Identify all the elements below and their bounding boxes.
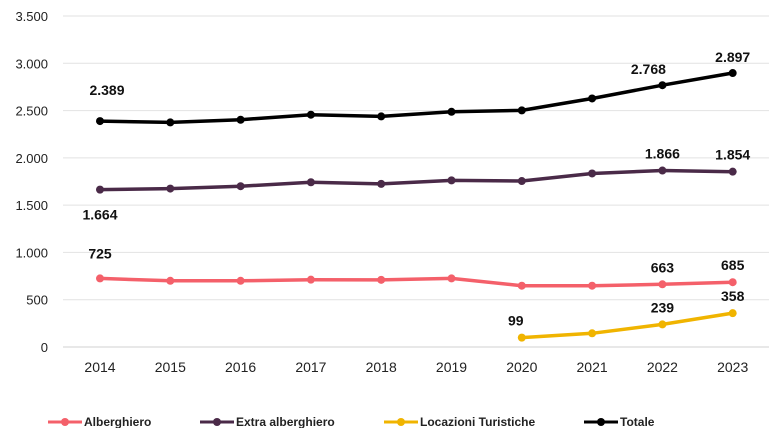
data-point-totale [658,81,667,90]
data-label-totale: 2.389 [89,82,124,98]
data-label-extra-alberghiero: 1.866 [645,146,680,162]
series-line-extra-alberghiero [98,168,735,192]
data-point-extra-alberghiero [96,185,104,194]
y-tick-label: 3.500 [15,9,48,24]
series-line-locazioni-turistiche [520,311,735,340]
x-tick-label: 2016 [225,359,256,375]
data-point-totale [588,94,597,103]
series-lines [96,69,737,342]
data-point-alberghiero [166,276,175,285]
legend-marker-locazioni-turistiche [397,418,405,426]
data-labels: 725 663 685 1.664 1.866 1.854 99 239 358 2.389 2.7… [82,49,750,329]
data-point-extra-alberghiero [166,184,175,193]
data-label-alberghiero: 725 [88,245,112,261]
x-tick-label: 2018 [366,359,397,375]
data-point-extra-alberghiero [517,177,526,186]
data-point-alberghiero [588,281,597,290]
data-label-extra-alberghiero: 1.854 [715,147,750,163]
data-point-extra-alberghiero [236,182,245,191]
y-tick-label: 1.500 [15,198,48,213]
legend-label-alberghiero: Alberghiero [84,415,151,428]
legend-marker-alberghiero [61,418,69,426]
x-axis: 2014 2015 2016 2017 2018 2019 2020 2021 2022 2023 [84,359,748,375]
y-tick-label: 2.000 [15,151,48,166]
data-point-locazioni-turistiche [517,333,526,342]
series-line-totale [98,71,735,125]
data-point-alberghiero [447,274,456,283]
data-point-alberghiero [96,274,104,283]
data-point-extra-alberghiero [728,167,737,176]
legend-marker-totale [597,418,605,426]
y-tick-label: 0 [41,340,48,355]
data-point-totale [236,115,245,124]
x-tick-label: 2020 [506,359,537,375]
data-point-locazioni-turistiche [588,329,597,338]
y-tick-label: 2.500 [15,104,48,119]
data-label-alberghiero: 663 [651,259,675,275]
x-tick-label: 2023 [717,359,748,375]
x-tick-label: 2015 [155,359,186,375]
data-label-locazioni-turistiche: 358 [721,288,745,304]
data-point-totale [517,106,526,115]
data-label-locazioni-turistiche: 99 [508,313,524,329]
data-point-totale [166,118,175,127]
x-tick-label: 2017 [295,359,326,375]
data-point-extra-alberghiero [588,169,597,178]
data-point-extra-alberghiero [306,178,315,187]
y-tick-label: 1.000 [15,245,48,260]
y-axis: 0 500 1.000 1.500 2.000 2.500 3.000 3.500 [15,9,48,355]
legend-marker-extra-alberghiero [213,418,221,426]
x-tick-label: 2019 [436,359,467,375]
data-label-locazioni-turistiche: 239 [651,299,675,315]
y-tick-label: 3.000 [15,56,48,71]
legend-label-totale: Totale [620,415,655,428]
data-point-extra-alberghiero [377,179,386,188]
data-label-alberghiero: 685 [721,257,745,273]
legend-label-extra-alberghiero: Extra alberghiero [236,415,335,428]
legend-item-extra-alberghiero[interactable]: Extra alberghiero [200,415,335,428]
y-tick-label: 500 [26,293,48,308]
data-label-totale: 2.768 [631,61,666,77]
series-line-alberghiero [98,276,735,288]
data-point-alberghiero [517,281,526,290]
data-point-locazioni-turistiche [728,309,737,318]
legend-item-locazioni-turistiche[interactable]: Locazioni Turistiche [384,415,535,428]
legend-label-locazioni-turistiche: Locazioni Turistiche [420,415,535,428]
data-point-extra-alberghiero [447,176,456,185]
data-point-totale [728,69,737,78]
data-point-extra-alberghiero [658,166,667,175]
legend-item-totale[interactable]: Totale [584,415,655,428]
data-point-totale [96,117,104,126]
legend-item-alberghiero[interactable]: Alberghiero [48,415,151,428]
legend[interactable]: Alberghiero Extra alberghiero Locazioni Tu… [48,415,655,428]
x-tick-label: 2014 [84,359,115,375]
data-label-totale: 2.897 [715,49,750,65]
data-point-totale [377,112,386,121]
data-point-alberghiero [377,275,386,284]
data-point-locazioni-turistiche [658,320,667,329]
x-tick-label: 2022 [647,359,678,375]
data-point-alberghiero [728,278,737,287]
data-point-alberghiero [658,280,667,289]
data-point-alberghiero [236,276,245,285]
data-point-totale [447,107,456,116]
data-label-extra-alberghiero: 1.664 [82,207,117,223]
x-tick-label: 2021 [577,359,608,375]
data-point-totale [306,110,315,119]
gridlines [63,15,769,348]
data-point-alberghiero [306,275,315,284]
